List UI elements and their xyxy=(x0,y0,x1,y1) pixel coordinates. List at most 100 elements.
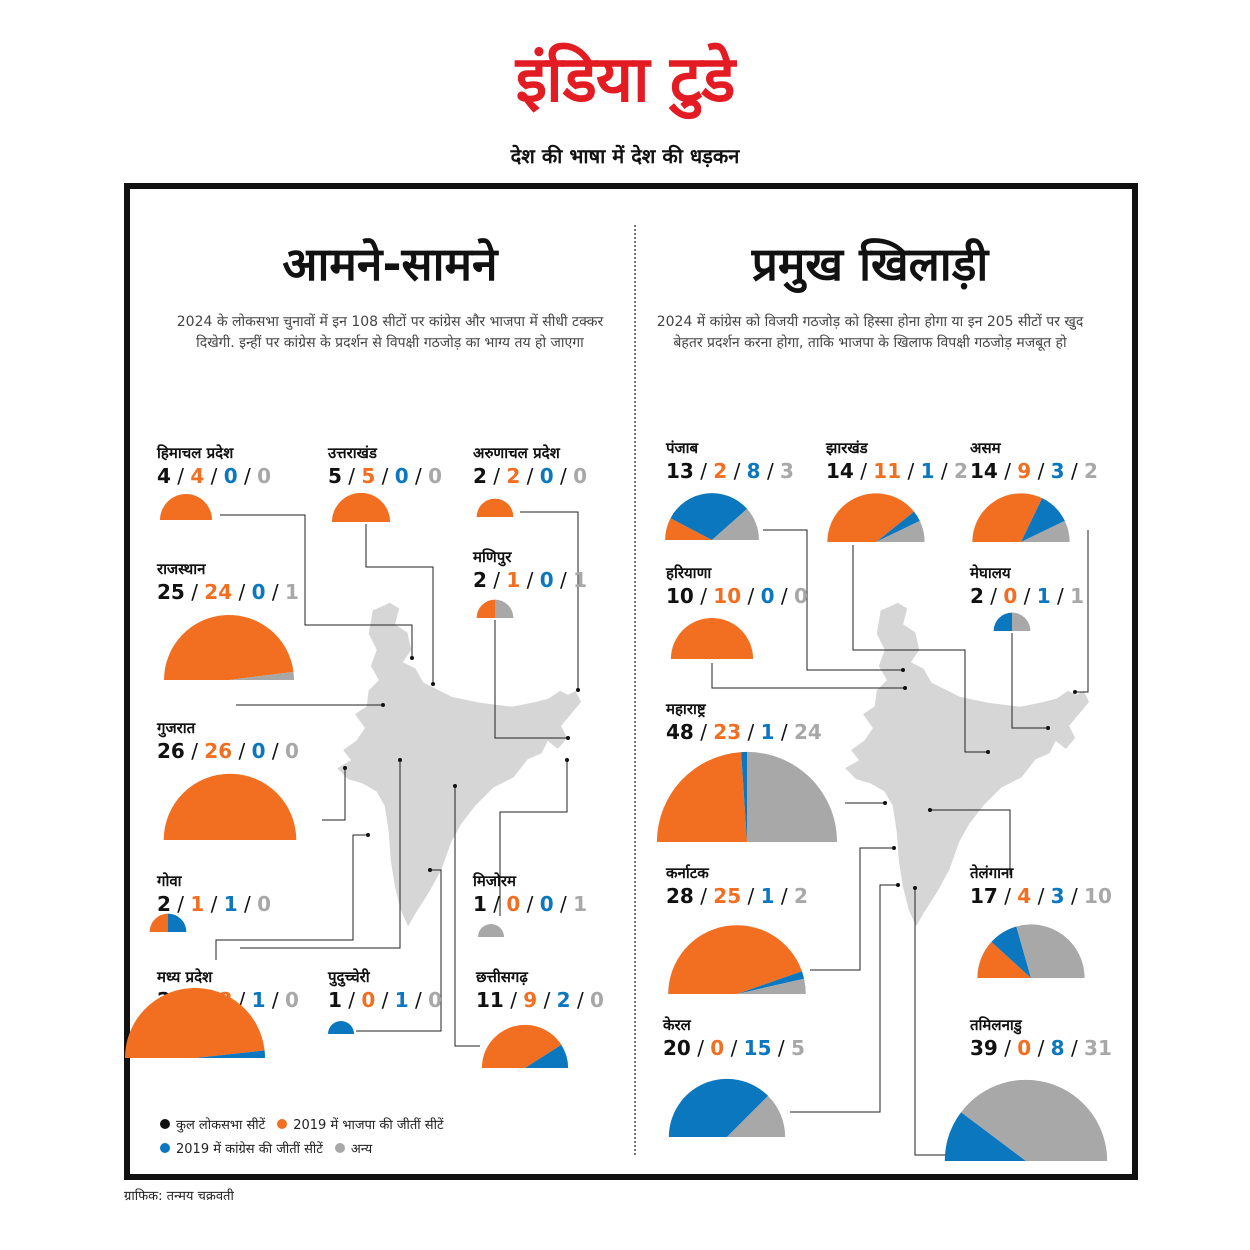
figure-separator: / xyxy=(741,884,760,908)
figure-total: 26 xyxy=(157,739,185,763)
seat-figures: 26 / 26 / 0 / 0 xyxy=(157,739,299,763)
wedge-congress xyxy=(168,913,187,932)
figure-separator: / xyxy=(520,464,539,488)
figure-congress: 0 xyxy=(540,568,554,592)
figure-separator: / xyxy=(238,464,257,488)
state-name: पुदुच्चेरी xyxy=(327,968,371,987)
figure-other: 2 xyxy=(794,884,808,908)
figure-separator: / xyxy=(761,459,780,483)
state-name: गुजरात xyxy=(156,719,197,738)
seat-figures: 20 / 0 / 15 / 5 xyxy=(663,1036,805,1060)
figure-other: 0 xyxy=(257,464,271,488)
wedge-bjp xyxy=(972,493,1043,542)
wedge-congress xyxy=(1021,498,1065,542)
leader-dot xyxy=(892,846,896,850)
wedge-congress xyxy=(525,1044,569,1068)
figure-separator: / xyxy=(520,568,539,592)
state-group: राजस्थान 25 / 24 / 0 / 1 xyxy=(156,560,299,680)
seat-figures: 2 / 1 / 0 / 1 xyxy=(473,568,587,592)
leader-dot xyxy=(381,703,385,707)
figure-other: 0 xyxy=(794,584,808,608)
state-group: झारखंड 14 / 11 / 1 / 2 xyxy=(825,439,968,542)
wedge-other xyxy=(229,671,294,680)
figure-total: 14 xyxy=(826,459,854,483)
figure-congress: 15 xyxy=(744,1036,772,1060)
legend-congress-label: 2019 में कांग्रेस की जीतीं सीटें xyxy=(176,1142,323,1157)
state-group: मेघालय 2 / 0 / 1 / 1 xyxy=(969,564,1084,631)
leader-dot xyxy=(566,736,570,740)
state-group: पुदुच्चेरी1 / 0 / 1 / 0 xyxy=(327,968,442,1034)
figure-separator: / xyxy=(266,739,285,763)
figure-separator: / xyxy=(266,988,285,1012)
figure-total: 4 xyxy=(157,464,171,488)
leader-line xyxy=(1011,633,1048,729)
wedge-other xyxy=(478,924,504,937)
state-name: छत्तीसगढ़ xyxy=(475,968,528,986)
figure-separator: / xyxy=(854,459,873,483)
figure-total: 2 xyxy=(473,568,487,592)
leader-line xyxy=(454,786,480,1047)
figure-separator: / xyxy=(232,739,251,763)
figure-congress: 2 xyxy=(557,988,571,1012)
figure-total: 13 xyxy=(666,459,694,483)
figure-total: 14 xyxy=(970,459,998,483)
leader-line xyxy=(322,768,346,821)
figure-total: 2 xyxy=(157,892,171,916)
figure-bjp: 26 xyxy=(204,739,232,763)
figure-total: 17 xyxy=(970,884,998,908)
figure-separator: / xyxy=(185,580,204,604)
figure-separator: / xyxy=(1065,459,1084,483)
figure-separator: / xyxy=(342,464,361,488)
state-group: तमिलनाडु39 / 0 / 8 / 31 xyxy=(944,1016,1112,1161)
figure-separator: / xyxy=(901,459,920,483)
leader-line xyxy=(520,511,579,690)
figure-total: 2 xyxy=(970,584,984,608)
figure-bjp: 10 xyxy=(713,584,741,608)
figure-congress: 3 xyxy=(1051,884,1065,908)
figure-separator: / xyxy=(741,720,760,744)
legend-total-dot xyxy=(160,1119,170,1129)
figure-total: 48 xyxy=(666,720,694,744)
wedge-bjp xyxy=(124,987,265,1058)
figure-congress: 0 xyxy=(540,892,554,916)
state-name: राजस्थान xyxy=(156,560,206,578)
figure-other: 0 xyxy=(285,739,299,763)
figure-other: 0 xyxy=(590,988,604,1012)
figure-total: 2 xyxy=(473,464,487,488)
figure-bjp: 0 xyxy=(1003,584,1017,608)
figure-separator: / xyxy=(741,584,760,608)
left-section-title: आमने-सामने xyxy=(282,237,498,291)
leader-line xyxy=(790,884,898,1113)
figure-bjp: 4 xyxy=(1017,884,1031,908)
seat-figures: 11 / 9 / 2 / 0 xyxy=(476,988,604,1012)
figure-congress: 8 xyxy=(747,459,761,483)
leader-line xyxy=(852,545,988,753)
leader-dot xyxy=(343,766,347,770)
wedge-congress xyxy=(670,493,748,540)
state-name: हिमाचल प्रदेश xyxy=(156,444,234,462)
figure-total: 5 xyxy=(328,464,342,488)
state-name: महाराष्ट्र xyxy=(665,700,707,718)
state-name: असम xyxy=(970,439,1002,457)
state-group: महाराष्ट्र 48 / 23 / 1 / 24 xyxy=(656,700,838,842)
figure-bjp: 24 xyxy=(204,580,232,604)
figure-other: 1 xyxy=(573,568,587,592)
state-group: केरल 20 / 0 / 15 / 5 xyxy=(662,1016,805,1137)
seat-figures: 17 / 4 / 3 / 10 xyxy=(970,884,1112,908)
figure-separator: / xyxy=(554,892,573,916)
figure-congress: 3 xyxy=(1051,459,1065,483)
wedge-congress xyxy=(741,751,747,842)
wedge-other xyxy=(727,1095,786,1137)
seat-figures: 25 / 24 / 0 / 1 xyxy=(157,580,299,604)
figure-separator: / xyxy=(487,568,506,592)
wedge-other xyxy=(1012,612,1031,631)
legend-other-dot xyxy=(334,1143,345,1153)
leader-line xyxy=(1075,530,1089,693)
wedge-congress xyxy=(876,511,920,542)
figure-separator: / xyxy=(694,884,713,908)
figure-other: 0 xyxy=(428,988,442,1012)
wedge-congress xyxy=(195,1050,266,1058)
state-name: कर्नाटक xyxy=(665,864,710,882)
figure-other: 0 xyxy=(428,464,442,488)
